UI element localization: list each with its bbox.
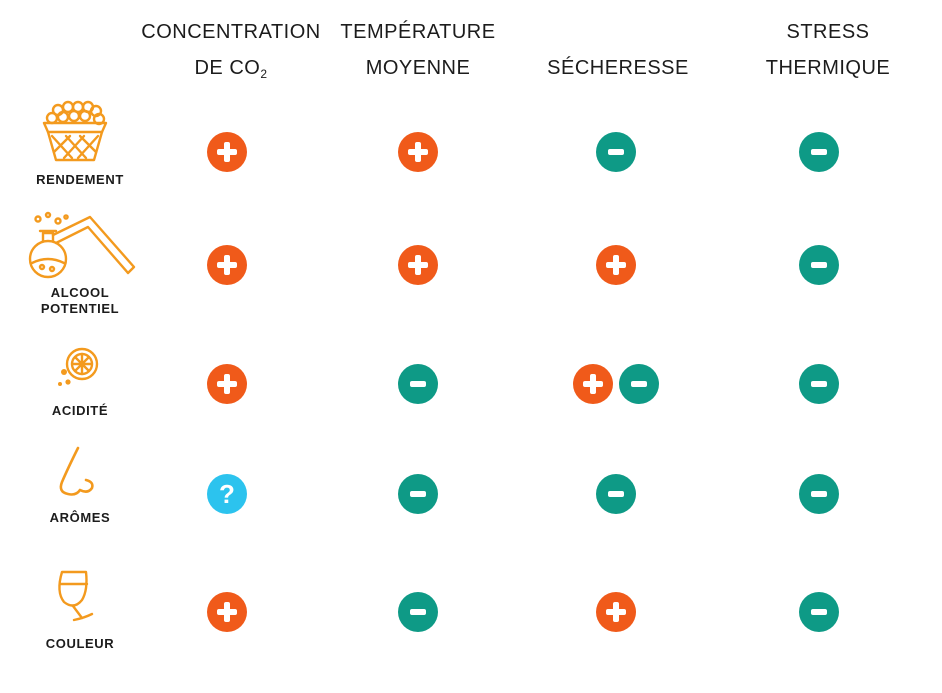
column-header-temperature-line1: TEMPÉRATURE [340, 21, 496, 43]
plus-icon-vertical [613, 602, 619, 622]
column-header-heat-stress: STRESS THERMIQUE [728, 14, 928, 86]
minus-icon [410, 491, 426, 497]
plus-icon-vertical [415, 142, 421, 162]
plus-icon-vertical [224, 374, 230, 394]
nose-icon [59, 446, 94, 496]
row-label-alcool-potentiel: ALCOOL POTENTIEL [40, 285, 120, 316]
minus-icon [811, 491, 827, 497]
decrease-badge [619, 364, 659, 404]
minus-icon [608, 149, 624, 155]
flask-still-icon [28, 211, 136, 279]
column-header-drought-line2: SÉCHERESSE [547, 57, 689, 79]
minus-icon [410, 609, 426, 615]
minus-icon [608, 491, 624, 497]
column-header-drought-line1 [518, 14, 718, 50]
decrease-badge [799, 245, 839, 285]
decrease-badge [398, 364, 438, 404]
column-header-co2-line2: DE CO2 [194, 57, 268, 81]
column-header-co2-line1: CONCENTRATION [141, 21, 321, 43]
wine-glass-icon [58, 570, 94, 622]
row-label-aromes: ARÔMES [49, 510, 111, 525]
minus-icon [811, 381, 827, 387]
increase-badge [573, 364, 613, 404]
lemon-icon [58, 347, 99, 386]
minus-icon [811, 149, 827, 155]
decrease-badge [799, 592, 839, 632]
row-label-acidite: ACIDITÉ [51, 403, 109, 418]
minus-icon [631, 381, 647, 387]
decrease-badge [799, 474, 839, 514]
column-header-temperature: TEMPÉRATURE MOYENNE [318, 14, 518, 86]
decrease-badge [799, 364, 839, 404]
column-header-heat-stress-line1: STRESS [786, 21, 870, 43]
increase-badge [596, 592, 636, 632]
row-label-rendement: RENDEMENT [36, 172, 124, 187]
increase-badge [207, 364, 247, 404]
plus-icon-vertical [224, 255, 230, 275]
question-mark-icon: ? [219, 479, 235, 509]
decrease-badge [596, 474, 636, 514]
plus-icon-vertical [613, 255, 619, 275]
minus-icon [811, 262, 827, 268]
decrease-badge [596, 132, 636, 172]
column-header-co2: CONCENTRATION DE CO2 [131, 14, 331, 92]
plus-icon-vertical [224, 602, 230, 622]
increase-badge [596, 245, 636, 285]
minus-icon [410, 381, 426, 387]
increase-badge [398, 245, 438, 285]
increase-badge [207, 592, 247, 632]
grape-basket-icon [42, 100, 108, 162]
column-header-drought: SÉCHERESSE [518, 14, 718, 86]
increase-badge [398, 132, 438, 172]
increase-badge [207, 132, 247, 172]
decrease-badge [398, 592, 438, 632]
unknown-badge: ? [207, 474, 247, 514]
plus-icon-vertical [224, 142, 230, 162]
column-header-heat-stress-line2: THERMIQUE [765, 57, 891, 79]
row-label-couleur: COULEUR [45, 636, 115, 651]
plus-icon-vertical [590, 374, 596, 394]
plus-icon-vertical [415, 255, 421, 275]
minus-icon [811, 609, 827, 615]
decrease-badge [398, 474, 438, 514]
decrease-badge [799, 132, 839, 172]
column-header-temperature-line2: MOYENNE [365, 57, 471, 79]
increase-badge [207, 245, 247, 285]
